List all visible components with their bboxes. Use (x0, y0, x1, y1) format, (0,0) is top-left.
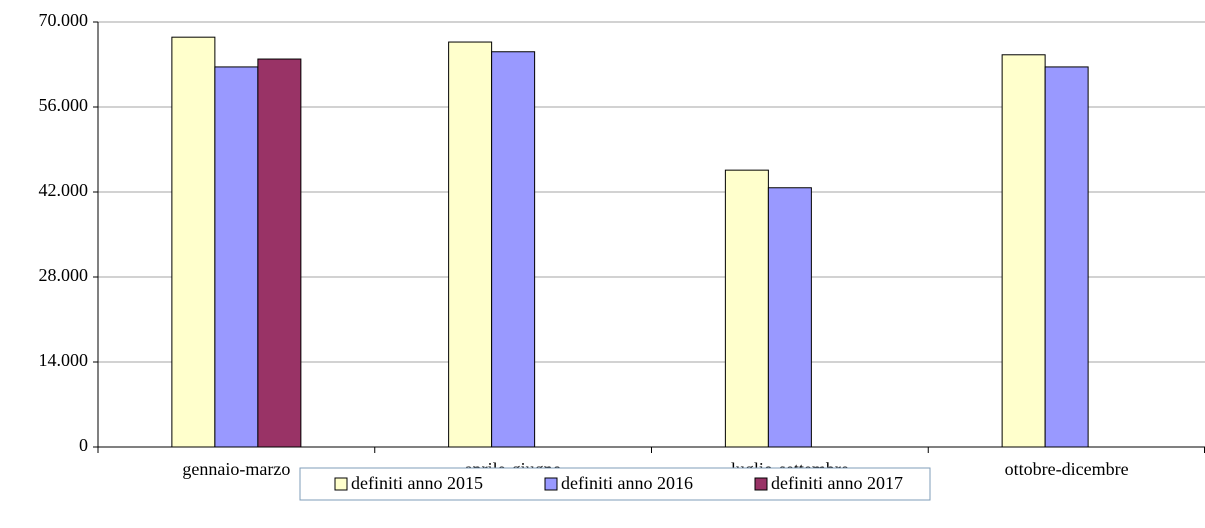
bar (171, 36, 216, 448)
y-tick-label: 42.000 (39, 180, 89, 200)
bar (257, 58, 302, 448)
bar (491, 51, 536, 448)
x-tick-label: gennaio-marzo (182, 459, 290, 479)
bar (724, 169, 769, 448)
bar (767, 187, 812, 448)
bar (448, 41, 493, 448)
legend-swatch (754, 477, 768, 491)
legend-box (299, 467, 931, 501)
legend-label: definiti anno 2015 (351, 473, 483, 493)
y-tick-label: 0 (79, 435, 88, 455)
y-tick-label: 14.000 (39, 350, 89, 370)
bar (1001, 54, 1046, 448)
bar (214, 66, 259, 448)
legend-label: definiti anno 2016 (561, 473, 693, 493)
bar (1044, 66, 1089, 448)
y-tick-label: 28.000 (39, 265, 89, 285)
legend-label: definiti anno 2017 (771, 473, 903, 493)
legend-swatch (544, 477, 558, 491)
y-tick-label: 56.000 (39, 95, 89, 115)
x-tick-label: ottobre-dicembre (1005, 459, 1129, 479)
y-tick-label: 70.000 (39, 10, 89, 30)
legend-swatch (334, 477, 348, 491)
